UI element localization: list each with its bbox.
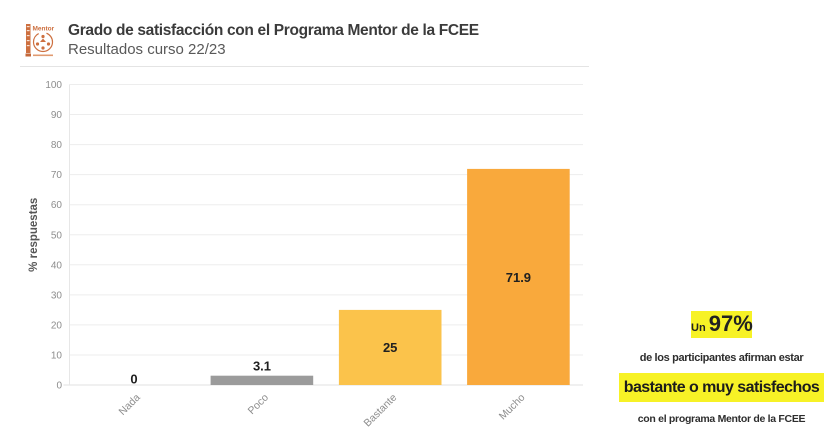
svg-text:25: 25 bbox=[383, 340, 397, 355]
svg-text:Nada: Nada bbox=[116, 392, 142, 418]
svg-text:30: 30 bbox=[51, 290, 63, 301]
svg-text:3.1: 3.1 bbox=[253, 359, 271, 374]
svg-text:80: 80 bbox=[51, 140, 63, 151]
svg-text:100: 100 bbox=[45, 80, 62, 91]
svg-text:70: 70 bbox=[51, 170, 63, 181]
svg-text:20: 20 bbox=[51, 320, 63, 331]
svg-text:50: 50 bbox=[51, 230, 63, 241]
svg-text:Mentor: Mentor bbox=[33, 26, 55, 33]
svg-text:% respuestas: % respuestas bbox=[28, 198, 40, 272]
svg-text:Bastante: Bastante bbox=[362, 392, 400, 430]
svg-text:0: 0 bbox=[56, 381, 62, 392]
svg-text:90: 90 bbox=[51, 110, 63, 121]
svg-text:0: 0 bbox=[130, 371, 137, 386]
svg-text:Mucho: Mucho bbox=[497, 392, 528, 423]
svg-text:10: 10 bbox=[51, 350, 63, 361]
svg-text:40: 40 bbox=[51, 260, 63, 271]
svg-text:71.9: 71.9 bbox=[506, 270, 531, 285]
svg-text:Poco: Poco bbox=[246, 392, 272, 418]
svg-text:60: 60 bbox=[51, 200, 63, 211]
